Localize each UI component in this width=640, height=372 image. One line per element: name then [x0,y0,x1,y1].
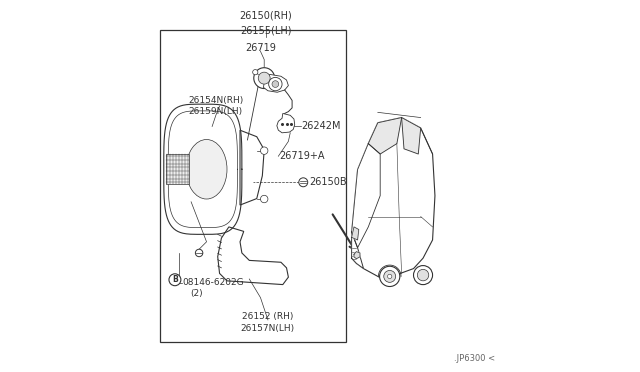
Circle shape [260,195,268,203]
Text: 26150B: 26150B [309,177,346,187]
Polygon shape [218,227,289,285]
Circle shape [384,270,396,282]
Circle shape [272,81,278,87]
Text: 26150(RH): 26150(RH) [240,10,292,20]
Polygon shape [264,74,289,92]
Circle shape [417,269,429,281]
Text: B: B [172,275,178,284]
FancyBboxPatch shape [166,154,189,184]
Text: 26157N(LH): 26157N(LH) [241,324,295,333]
Text: (2): (2) [190,289,202,298]
Text: .JP6300 <: .JP6300 < [454,354,495,363]
Polygon shape [354,251,360,259]
Ellipse shape [186,140,227,199]
Text: 26152 (RH): 26152 (RH) [242,312,294,321]
Polygon shape [351,232,364,269]
Circle shape [260,147,268,154]
Text: 26719+A: 26719+A [279,151,324,161]
Polygon shape [277,113,294,133]
Bar [160,30,346,342]
Text: 08146-6202G: 08146-6202G [182,278,244,287]
Circle shape [413,266,433,285]
Polygon shape [351,227,359,240]
Polygon shape [164,104,242,234]
Text: 26159N(LH): 26159N(LH) [188,107,242,116]
Circle shape [253,70,258,75]
Text: 26242M: 26242M [301,122,341,131]
Circle shape [195,249,203,257]
Text: 26155(LH): 26155(LH) [240,25,292,35]
Circle shape [388,274,392,279]
Circle shape [259,72,270,84]
Circle shape [380,266,400,286]
Polygon shape [351,118,435,279]
Circle shape [299,178,308,187]
Polygon shape [402,118,420,154]
Circle shape [269,77,282,91]
Text: 26719: 26719 [245,44,276,53]
Polygon shape [351,144,380,248]
Text: 26154N(RH): 26154N(RH) [188,96,243,105]
Circle shape [254,68,275,89]
Polygon shape [368,118,402,154]
Polygon shape [240,130,264,205]
Circle shape [169,274,181,286]
